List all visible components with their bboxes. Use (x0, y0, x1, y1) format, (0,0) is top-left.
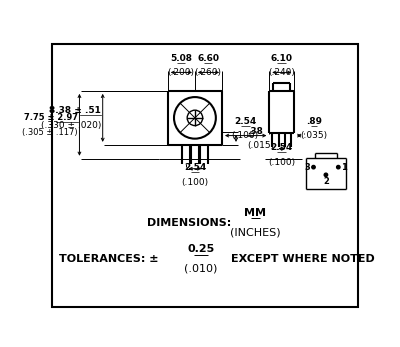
Text: EXCEPT WHERE NOTED: EXCEPT WHERE NOTED (230, 254, 374, 264)
Text: (.010): (.010) (184, 263, 218, 273)
Text: 8.38 ± .51: 8.38 ± .51 (49, 106, 101, 115)
Text: (.035): (.035) (301, 132, 328, 140)
Text: 2.54: 2.54 (184, 163, 206, 172)
Text: (.260): (.260) (194, 68, 222, 77)
Text: (.305 ± .117): (.305 ± .117) (22, 128, 78, 137)
Text: 0.25: 0.25 (188, 244, 215, 254)
Text: (.015): (.015) (247, 141, 274, 150)
Text: (.100): (.100) (268, 158, 295, 167)
Text: (INCHES): (INCHES) (230, 227, 281, 237)
Text: DIMENSIONS:: DIMENSIONS: (147, 218, 231, 228)
Text: (.240): (.240) (268, 68, 295, 77)
Text: .38: .38 (247, 127, 263, 136)
Text: 6.60: 6.60 (197, 54, 219, 63)
Text: (.200): (.200) (168, 68, 194, 77)
Text: 2: 2 (323, 177, 329, 186)
Text: TOLERANCES: ±: TOLERANCES: ± (59, 254, 159, 264)
Text: 5.08: 5.08 (170, 54, 192, 63)
Text: (.100): (.100) (181, 178, 208, 187)
Text: 6.10: 6.10 (271, 54, 293, 63)
Text: 2.54: 2.54 (271, 143, 293, 152)
Circle shape (312, 166, 315, 169)
Text: .89: .89 (306, 117, 322, 126)
Circle shape (324, 173, 328, 177)
Circle shape (336, 166, 340, 169)
Text: (.100): (.100) (232, 132, 259, 140)
Text: MM: MM (244, 208, 266, 218)
Text: 2.54: 2.54 (234, 117, 256, 126)
Text: 7.75 ± 2.97: 7.75 ± 2.97 (24, 113, 78, 122)
Text: 1: 1 (342, 163, 347, 172)
Text: 3: 3 (305, 163, 310, 172)
Text: (.330 ± .020): (.330 ± .020) (41, 121, 101, 130)
